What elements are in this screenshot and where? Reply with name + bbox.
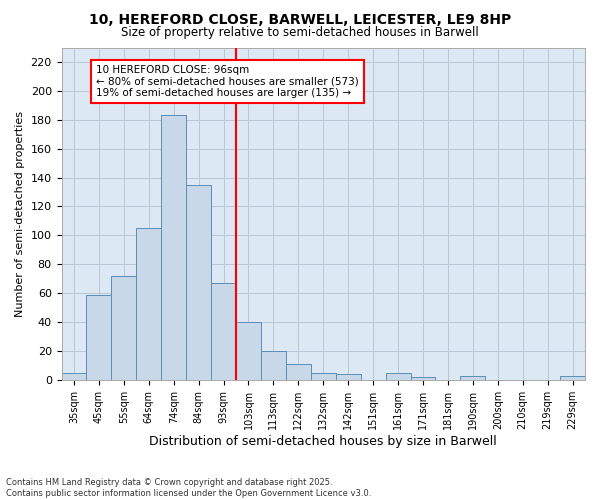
- Bar: [336, 374, 361, 380]
- Bar: [236, 322, 261, 380]
- Bar: [261, 351, 286, 380]
- Text: Size of property relative to semi-detached houses in Barwell: Size of property relative to semi-detach…: [121, 26, 479, 39]
- Bar: [62, 372, 86, 380]
- X-axis label: Distribution of semi-detached houses by size in Barwell: Distribution of semi-detached houses by …: [149, 434, 497, 448]
- Bar: [460, 376, 485, 380]
- Text: 10 HEREFORD CLOSE: 96sqm
← 80% of semi-detached houses are smaller (573)
19% of : 10 HEREFORD CLOSE: 96sqm ← 80% of semi-d…: [97, 65, 359, 98]
- Bar: [410, 377, 436, 380]
- Bar: [86, 294, 112, 380]
- Text: 10, HEREFORD CLOSE, BARWELL, LEICESTER, LE9 8HP: 10, HEREFORD CLOSE, BARWELL, LEICESTER, …: [89, 12, 511, 26]
- Bar: [136, 228, 161, 380]
- Bar: [386, 372, 410, 380]
- Bar: [286, 364, 311, 380]
- Bar: [211, 283, 236, 380]
- Bar: [560, 376, 585, 380]
- Bar: [186, 185, 211, 380]
- Y-axis label: Number of semi-detached properties: Number of semi-detached properties: [15, 110, 25, 316]
- Text: Contains HM Land Registry data © Crown copyright and database right 2025.
Contai: Contains HM Land Registry data © Crown c…: [6, 478, 371, 498]
- Bar: [161, 116, 186, 380]
- Bar: [112, 276, 136, 380]
- Bar: [311, 372, 336, 380]
